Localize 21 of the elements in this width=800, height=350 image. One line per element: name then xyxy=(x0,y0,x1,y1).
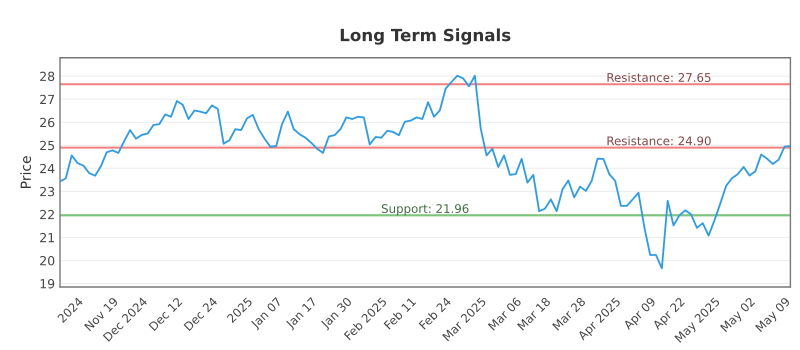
y-tick-label: 26 xyxy=(40,118,54,128)
y-tick-label: 25 xyxy=(40,140,54,150)
y-tick-label: 23 xyxy=(40,186,54,196)
x-tick-label: Dec 24 xyxy=(183,296,218,332)
x-tick-label: Dec 12 xyxy=(148,297,182,332)
y-tick-label: 20 xyxy=(40,256,54,266)
y-tick-label: 22 xyxy=(40,210,54,220)
chart-title: Long Term Signals xyxy=(340,28,510,45)
x-tick-label: Jan 17 xyxy=(284,297,319,331)
ref-line-label: Resistance: 24.90 xyxy=(608,136,711,146)
y-tick-label: 21 xyxy=(40,232,54,242)
ref-line-label: Support: 21.96 xyxy=(382,204,469,216)
line-series xyxy=(60,74,790,270)
y-tick-label: 27 xyxy=(40,94,54,104)
ref-line-label: Resistance: 27.65 xyxy=(608,72,710,82)
y-tick-label: 19 xyxy=(40,279,54,288)
y-tick-label: 28 xyxy=(40,72,54,82)
y-tick-label: 24 xyxy=(40,164,54,174)
x-tick-label: Mar 28 xyxy=(552,296,586,331)
x-tick-label: Feb 24 xyxy=(418,296,452,330)
y-axis-title: Price xyxy=(20,156,31,188)
